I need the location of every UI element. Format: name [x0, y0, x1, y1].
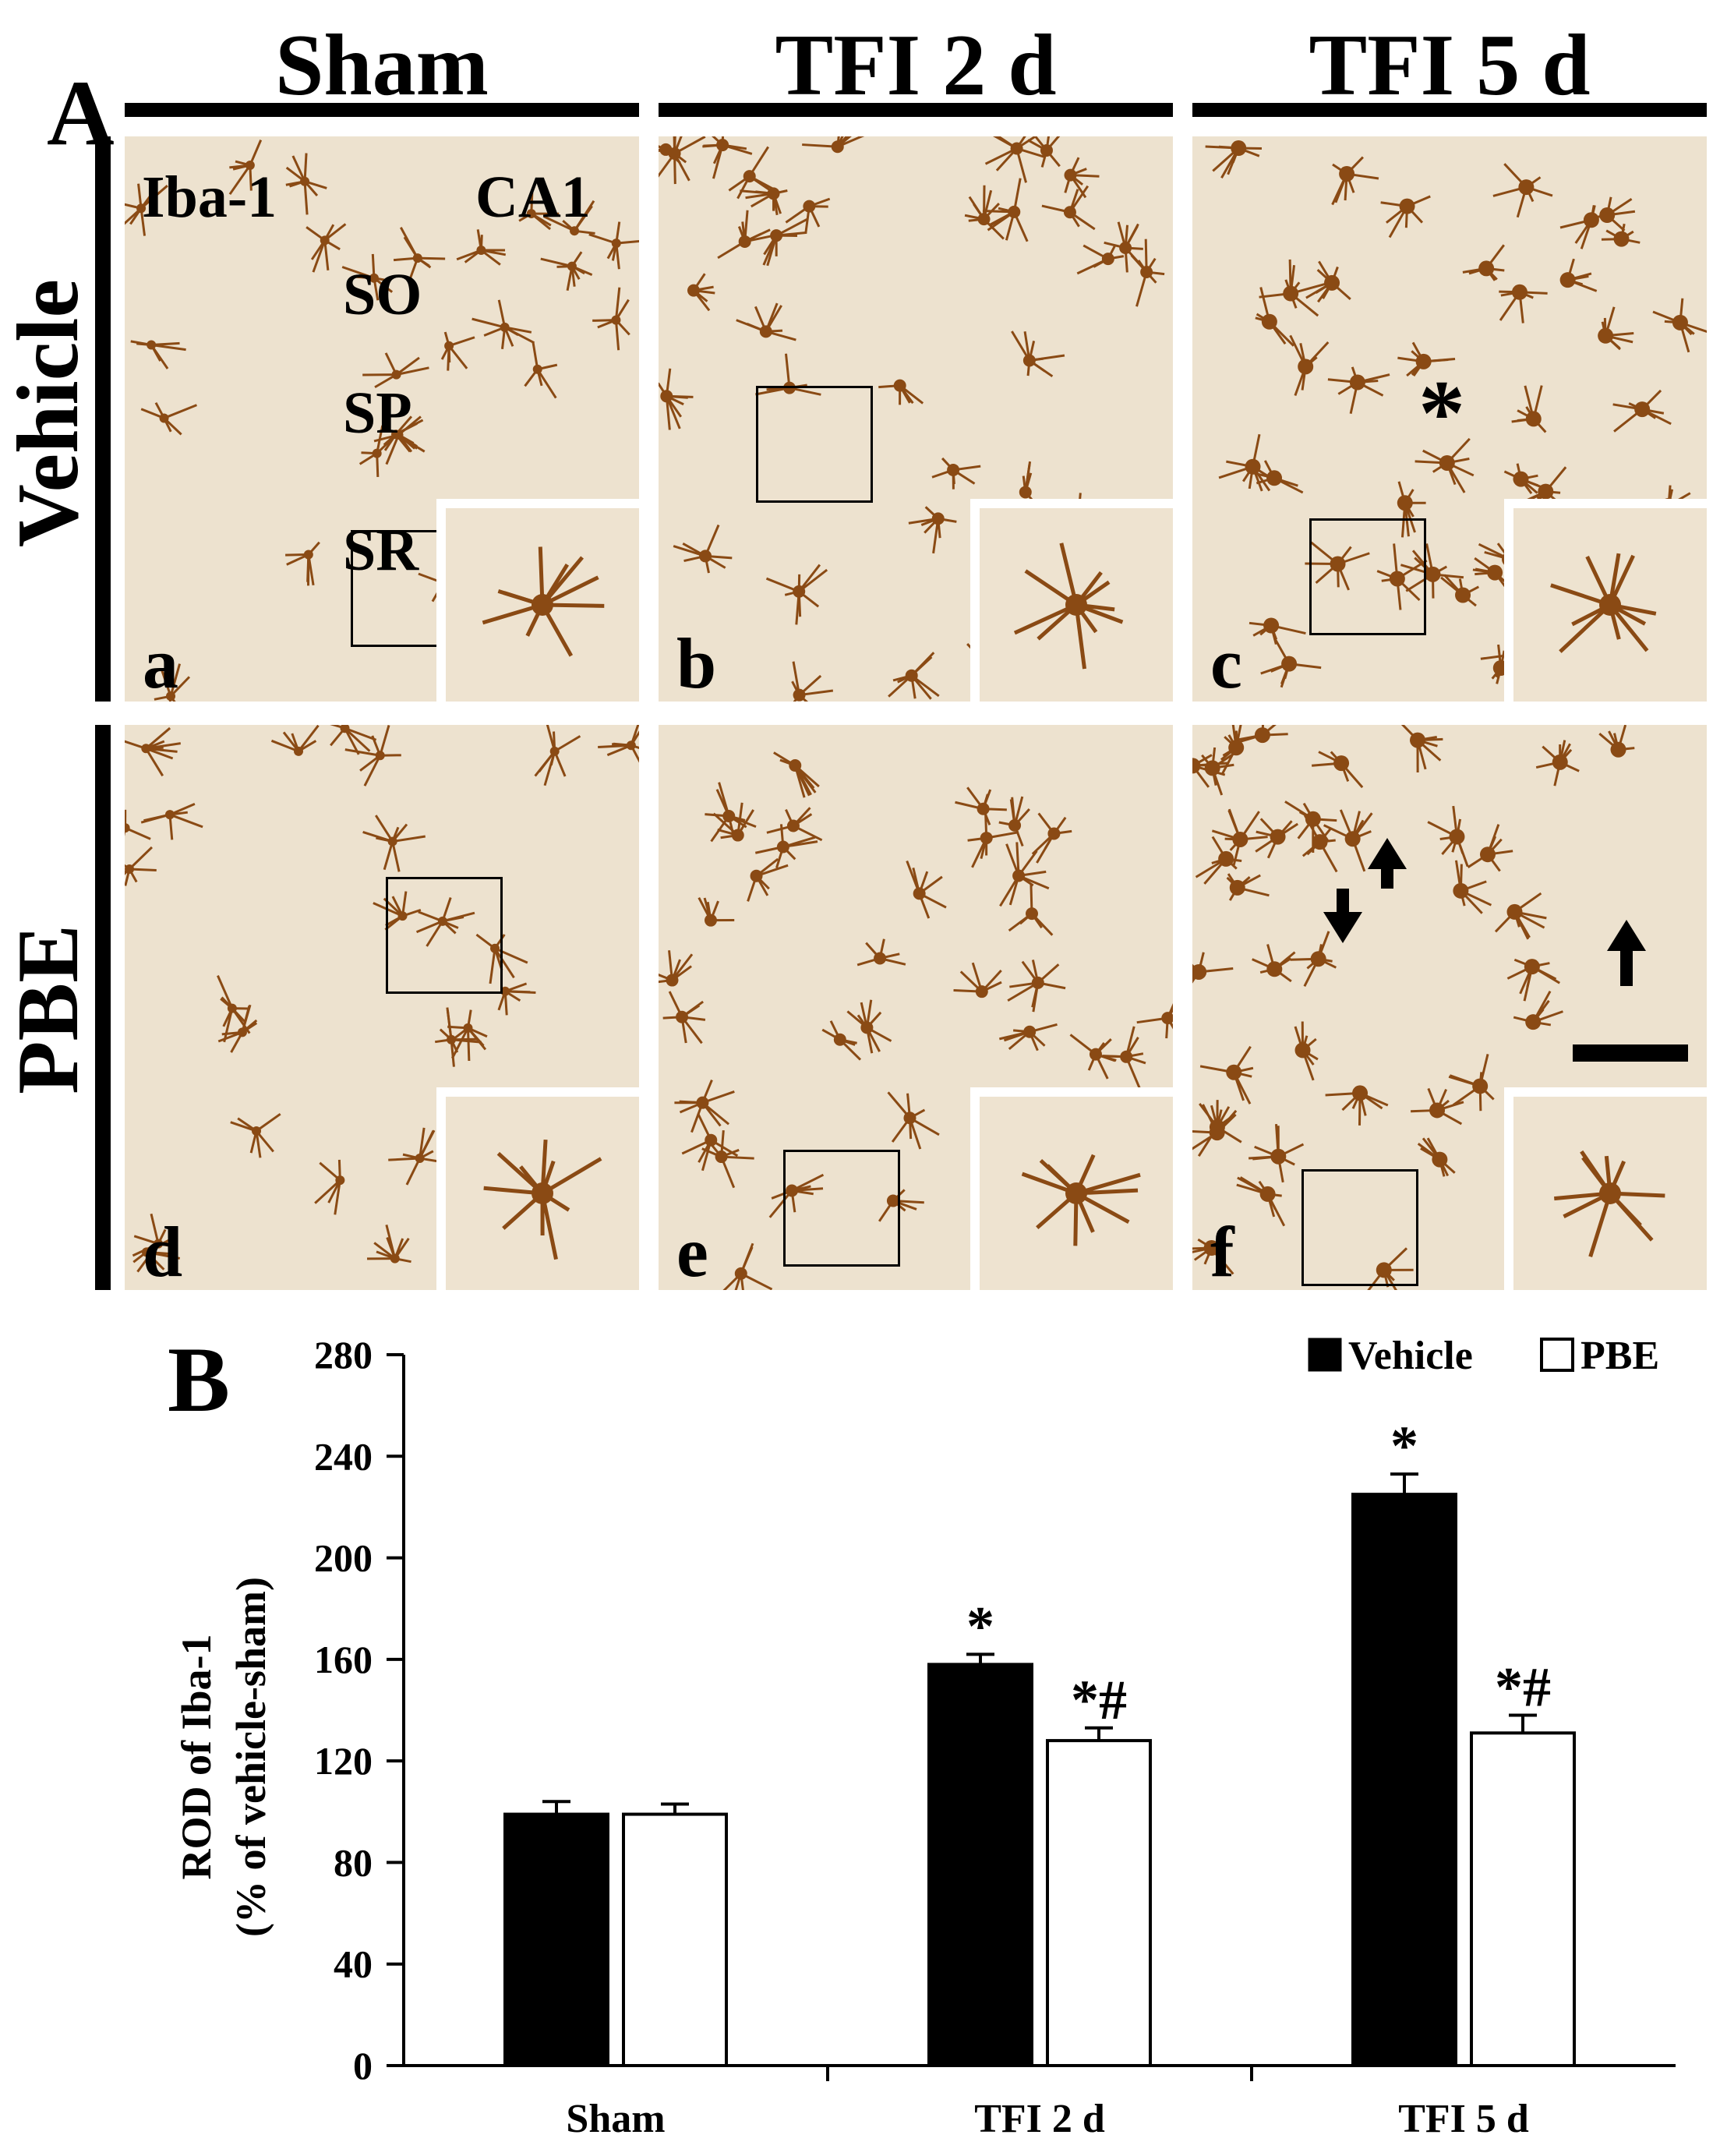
micrograph-panel-b [659, 136, 1173, 702]
bar-vehicle-1 [927, 1663, 1033, 2068]
y-tick-label: 80 [334, 1840, 373, 1884]
y-tick-label: 200 [314, 1536, 373, 1580]
y-tick-label: 160 [314, 1638, 373, 1681]
panel-letter-b: b [676, 624, 717, 703]
column-header-tfi-2d: TFI 2 d [775, 17, 1057, 114]
magnified-inset [1504, 499, 1707, 702]
column-header-sham: Sham [275, 17, 489, 114]
panel-b-letter: B [168, 1327, 231, 1431]
magnified-inset [970, 499, 1173, 702]
panel-overlays [1323, 838, 1688, 1062]
x-tick-label: TFI 2 d [974, 2097, 1105, 2141]
x-tick-label: Sham [566, 2097, 665, 2141]
micrograph-panel-e [659, 725, 1173, 1290]
microglia-cells [659, 751, 1173, 1290]
y-tick-label: 0 [353, 2044, 373, 2087]
panel-letter-d: d [143, 1212, 183, 1292]
column-rule-sham [125, 103, 639, 117]
y-tick-label: 280 [314, 1333, 373, 1377]
row-rule-vehicle [95, 136, 111, 702]
y-tick-label: 240 [314, 1434, 373, 1478]
layer-label-sr: SR [343, 518, 419, 583]
layer-label-sp: SP [343, 380, 412, 446]
arrow-down-icon [1323, 889, 1362, 943]
bar-vehicle-0 [503, 1812, 609, 2067]
magnified-inset [436, 1087, 639, 1290]
significance-marker: * [966, 1595, 994, 1657]
y-tick-label: 120 [314, 1739, 373, 1783]
region-of-interest-box [1301, 1169, 1418, 1286]
column-rule-tfi-5d [1192, 103, 1707, 117]
arrow-up-icon [1368, 838, 1407, 889]
region-of-interest-box [1309, 518, 1426, 635]
significance-marker: * [1390, 1415, 1418, 1477]
significance-marker: *# [1071, 1669, 1127, 1731]
stain-label: Iba-1 [142, 164, 277, 230]
micrograph-panel-a [125, 136, 639, 702]
column-header-tfi-5d: TFI 5 d [1309, 17, 1591, 114]
panel-letter-c: c [1210, 624, 1242, 703]
magnified-inset [436, 499, 639, 702]
legend-label-vehicle: Vehicle [1348, 1334, 1473, 1378]
micrograph-panel-d [125, 725, 639, 1290]
bar-pbe-0 [622, 1812, 728, 2067]
region-of-interest-box [783, 1150, 900, 1267]
legend-swatch-vehicle [1308, 1338, 1342, 1372]
magnified-inset [1504, 1087, 1707, 1290]
layer-label-so: SO [343, 262, 422, 327]
y-axis-label-units: (% of vehicle-sham) [228, 1577, 274, 1937]
micrograph-panel-c [1192, 136, 1707, 702]
bar-chart: 0 40 80 120 160 200 240 280 ROD of Iba-1 (% of ve… [173, 1333, 1676, 2141]
region-of-interest-box [386, 877, 503, 994]
microglia-cells [1192, 725, 1707, 1290]
column-rule-tfi-2d [659, 103, 1173, 117]
bar-vehicle-2 [1351, 1493, 1457, 2067]
magnified-inset [970, 1087, 1173, 1290]
bar-pbe-2 [1470, 1731, 1576, 2067]
micrograph-panel-f [1192, 725, 1707, 1290]
region-label: CA1 [475, 164, 591, 230]
y-tick-label: 40 [334, 1942, 373, 1986]
legend-label-pbe: PBE [1580, 1334, 1659, 1378]
asterisk-marker: * [1418, 361, 1465, 465]
arrow-up-icon [1607, 920, 1646, 986]
y-axis-label: ROD of Iba-1 [173, 1634, 220, 1879]
scale-bar [1573, 1044, 1688, 1062]
row-rule-pbe [95, 725, 111, 1290]
legend-swatch-pbe [1540, 1338, 1574, 1372]
panel-letter-a: a [143, 624, 178, 703]
x-tick-label: TFI 5 d [1398, 2097, 1529, 2141]
panel-letter-e: e [676, 1212, 708, 1292]
panel-letter-f: f [1210, 1212, 1234, 1292]
significance-marker: *# [1495, 1656, 1551, 1719]
bar-pbe-1 [1046, 1739, 1152, 2067]
region-of-interest-box [756, 386, 873, 503]
